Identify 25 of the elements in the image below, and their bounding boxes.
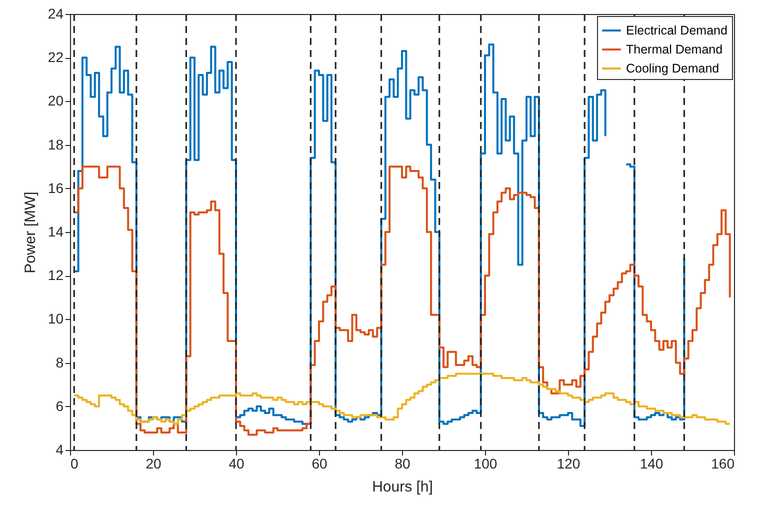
y-axis-title: Power [MW]	[22, 192, 39, 274]
y-tick-label: 24	[48, 6, 64, 22]
y-tick-label: 16	[48, 180, 64, 196]
x-tick-label: 160	[711, 456, 735, 472]
legend-label: Electrical Demand	[626, 24, 728, 38]
legend-label: Thermal Demand	[626, 42, 723, 56]
legend-label: Cooling Demand	[626, 62, 720, 76]
y-tick-label: 18	[48, 136, 64, 152]
x-tick-label: 60	[312, 456, 328, 472]
y-tick-label: 12	[48, 267, 64, 284]
y-tick-label: 8	[56, 354, 64, 370]
x-tick-label: 120	[556, 456, 580, 472]
x-tick-label: 40	[228, 456, 244, 472]
y-tick-label: 14	[48, 224, 64, 240]
y-tick-label: 20	[48, 92, 64, 109]
y-tick-label: 10	[48, 310, 64, 327]
x-tick-label: 100	[474, 456, 498, 472]
x-tick-label: 0	[70, 456, 78, 472]
y-tick-label: 22	[48, 49, 64, 66]
x-tick-label: 80	[394, 456, 410, 472]
x-tick-label: 20	[146, 456, 162, 472]
x-axis-title: Hours [h]	[372, 478, 433, 496]
x-tick-label: 140	[640, 456, 664, 472]
y-tick-label: 4	[56, 442, 64, 458]
y-tick-label: 6	[56, 398, 64, 414]
